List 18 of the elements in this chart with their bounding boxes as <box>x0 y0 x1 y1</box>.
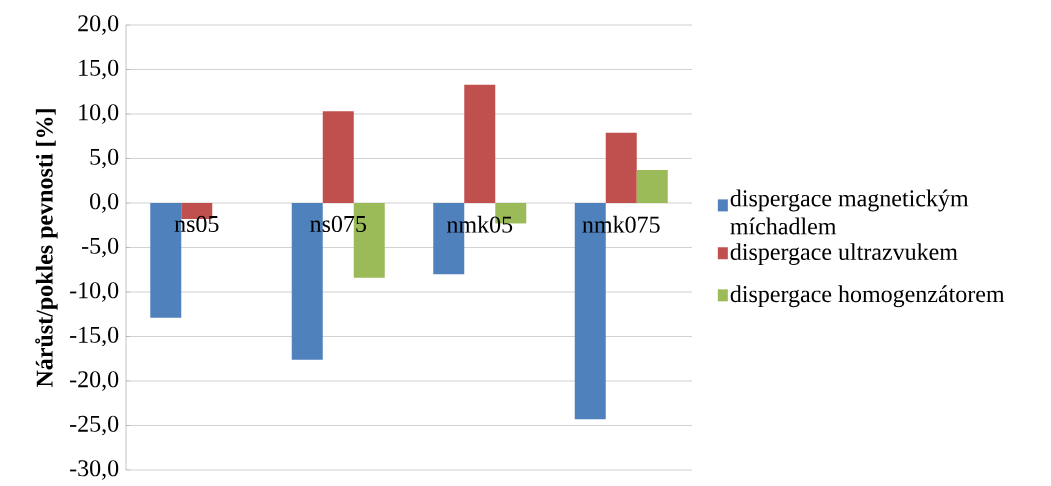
y-tick-label: -15,0 <box>70 326 119 347</box>
y-tick-label: -20,0 <box>70 370 119 391</box>
y-tick-label: 10,0 <box>79 103 119 124</box>
y-tick-label: -30,0 <box>70 459 119 480</box>
y-tick-label: 15,0 <box>79 59 119 80</box>
legend-label: dispergace ultrazvukem <box>730 242 958 265</box>
bar <box>322 111 354 203</box>
y-tick-label: -10,0 <box>70 281 119 302</box>
y-tick-label: 20,0 <box>78 14 119 35</box>
bar <box>464 84 496 203</box>
y-tick-label: -5,0 <box>82 237 119 258</box>
legend-label: dispergace homogenzátorem <box>730 285 1005 307</box>
y-axis-title: Nárůst/pokles pevnosti [%] <box>35 109 58 387</box>
y-tick-label: 0,0 <box>90 192 119 213</box>
y-tick-label: 5,0 <box>90 148 119 169</box>
bar <box>605 132 637 203</box>
y-tick-label: -25,0 <box>70 415 119 436</box>
bar <box>636 169 668 203</box>
